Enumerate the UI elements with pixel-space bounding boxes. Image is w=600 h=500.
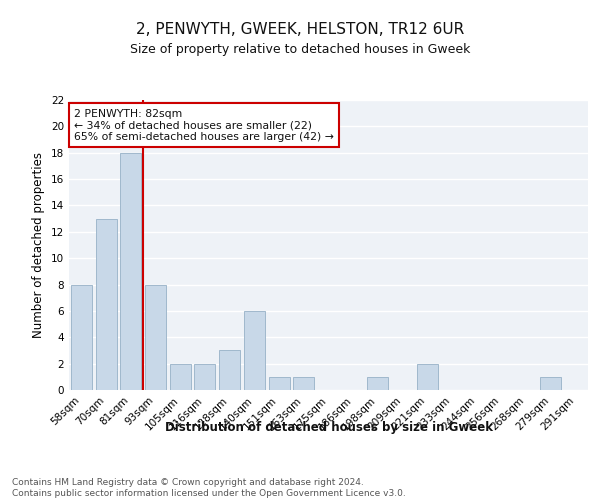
Bar — [219, 350, 240, 390]
Text: Distribution of detached houses by size in Gweek: Distribution of detached houses by size … — [165, 421, 493, 434]
Bar — [120, 152, 141, 390]
Bar — [244, 311, 265, 390]
Bar — [269, 377, 290, 390]
Y-axis label: Number of detached properties: Number of detached properties — [32, 152, 46, 338]
Bar — [293, 377, 314, 390]
Text: 2 PENWYTH: 82sqm
← 34% of detached houses are smaller (22)
65% of semi-detached : 2 PENWYTH: 82sqm ← 34% of detached house… — [74, 108, 334, 142]
Bar — [367, 377, 388, 390]
Bar — [541, 377, 562, 390]
Bar — [170, 364, 191, 390]
Bar — [71, 284, 92, 390]
Text: 2, PENWYTH, GWEEK, HELSTON, TR12 6UR: 2, PENWYTH, GWEEK, HELSTON, TR12 6UR — [136, 22, 464, 38]
Text: Size of property relative to detached houses in Gweek: Size of property relative to detached ho… — [130, 42, 470, 56]
Bar — [194, 364, 215, 390]
Bar — [417, 364, 438, 390]
Text: Contains HM Land Registry data © Crown copyright and database right 2024.
Contai: Contains HM Land Registry data © Crown c… — [12, 478, 406, 498]
Bar — [95, 218, 116, 390]
Bar — [145, 284, 166, 390]
